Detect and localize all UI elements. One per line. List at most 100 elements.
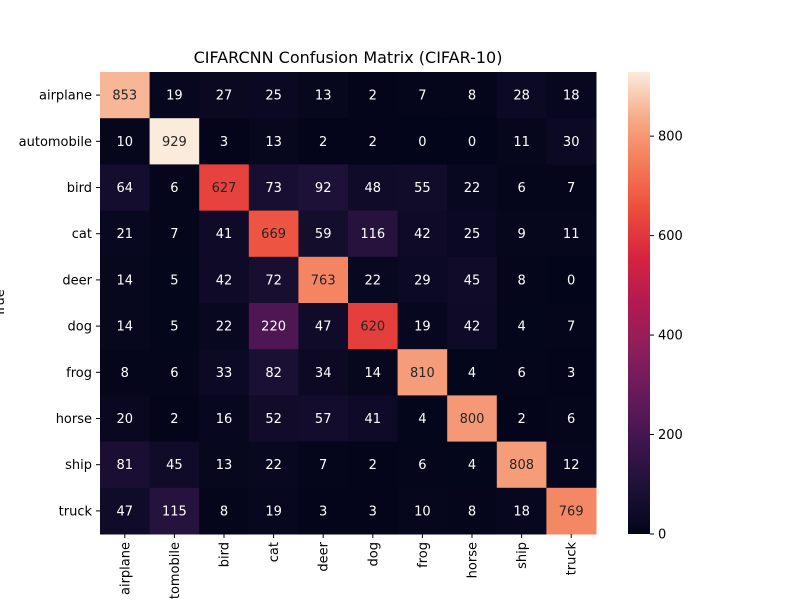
cell-value-label: 45 xyxy=(166,458,183,473)
heatmap-cell xyxy=(298,487,349,535)
heatmap-cell xyxy=(298,303,349,350)
heatmap-cell xyxy=(496,210,547,258)
cell-value-label: 8 xyxy=(468,504,476,519)
cell-value-label: 2 xyxy=(369,89,377,104)
cell-value-label: 14 xyxy=(365,366,382,381)
cell-value-label: 4 xyxy=(517,320,525,335)
heatmap-cell xyxy=(149,118,200,165)
heatmap-cell xyxy=(447,210,498,258)
cell-value-label: 6 xyxy=(418,458,426,473)
heatmap-cell xyxy=(397,349,448,396)
heatmap-cell xyxy=(397,164,448,212)
cell-value-label: 33 xyxy=(216,366,233,381)
cell-value-label: 42 xyxy=(464,320,481,335)
cell-value-label: 64 xyxy=(117,181,134,196)
cell-value-label: 810 xyxy=(410,366,435,381)
heatmap-cell xyxy=(248,164,299,212)
y-tick-label: deer xyxy=(62,273,92,288)
heatmap-cell xyxy=(199,487,250,535)
cell-value-label: 10 xyxy=(414,504,431,519)
cell-value-label: 25 xyxy=(265,89,282,104)
heatmap-cell xyxy=(397,72,448,119)
heatmap-cell xyxy=(149,395,200,443)
cell-value-label: 52 xyxy=(265,412,282,427)
cell-value-label: 47 xyxy=(117,504,134,519)
x-tick-label: frog xyxy=(416,542,431,568)
x-tick-label: dog xyxy=(366,542,381,566)
heatmap-cell xyxy=(199,118,250,165)
heatmap-cell xyxy=(149,303,200,350)
heatmap-cell xyxy=(496,487,547,535)
heatmap-cell xyxy=(546,210,597,258)
heatmap-cell xyxy=(298,256,349,304)
colorbar-tick-label: 0 xyxy=(658,528,666,543)
heatmap-cell xyxy=(348,72,399,119)
cell-value-label: 6 xyxy=(170,366,178,381)
heatmap-cell xyxy=(100,72,151,119)
heatmap-cell xyxy=(546,303,597,350)
heatmap-cell xyxy=(100,256,151,304)
cell-value-label: 2 xyxy=(517,412,525,427)
cell-value-label: 6 xyxy=(567,412,575,427)
heatmap-cell xyxy=(298,441,349,489)
heatmap-cell xyxy=(496,164,547,212)
colorbar-tick-label: 400 xyxy=(658,329,683,344)
heatmap-cell xyxy=(248,395,299,443)
heatmap-cell xyxy=(447,303,498,350)
heatmap-cell xyxy=(546,164,597,212)
cell-value-label: 13 xyxy=(265,135,282,150)
cell-value-label: 21 xyxy=(117,227,134,242)
heatmap-cell xyxy=(348,164,399,212)
heatmap-cell xyxy=(149,487,200,535)
heatmap-cell xyxy=(447,349,498,396)
x-tick-label: bird xyxy=(218,542,233,567)
heatmap-cell xyxy=(397,395,448,443)
cell-value-label: 4 xyxy=(468,366,476,381)
heatmap-cell xyxy=(348,487,399,535)
heatmap-cell xyxy=(397,118,448,165)
x-tick-label: automobile xyxy=(168,542,183,600)
heatmap-cell xyxy=(248,487,299,535)
cell-value-label: 8 xyxy=(468,89,476,104)
cell-value-label: 29 xyxy=(414,273,431,288)
cell-value-label: 0 xyxy=(567,273,575,288)
cell-value-label: 0 xyxy=(468,135,476,150)
heatmap-cell xyxy=(199,72,250,119)
heatmap-cell xyxy=(447,256,498,304)
cell-value-label: 18 xyxy=(513,504,530,519)
heatmap-cell xyxy=(348,210,399,258)
heatmap-cell xyxy=(248,441,299,489)
heatmap-cell xyxy=(100,349,151,396)
heatmap-cell xyxy=(447,487,498,535)
heatmap-cell xyxy=(199,210,250,258)
cell-value-label: 14 xyxy=(117,320,134,335)
cell-value-label: 6 xyxy=(170,181,178,196)
cell-value-label: 7 xyxy=(319,458,327,473)
heatmap-cell xyxy=(546,256,597,304)
cell-value-label: 11 xyxy=(513,135,530,150)
colorbar: 0 200 400 600 800 xyxy=(628,72,683,543)
x-tick-labels: airplane automobile bird cat deer dog frog hors… xyxy=(118,534,580,600)
heatmap-cell xyxy=(199,303,250,350)
heatmap-cell xyxy=(546,118,597,165)
heatmap-cell xyxy=(199,164,250,212)
heatmap-cell xyxy=(199,395,250,443)
cell-value-label: 4 xyxy=(468,458,476,473)
cell-value-label: 22 xyxy=(464,181,481,196)
y-tick-label: bird xyxy=(67,181,92,196)
heatmap-cell xyxy=(248,349,299,396)
heatmap-cell xyxy=(298,349,349,396)
heatmap-cell xyxy=(546,72,597,119)
heatmap-cell xyxy=(496,349,547,396)
heatmap-cell xyxy=(248,72,299,119)
colorbar-tick-label: 600 xyxy=(658,229,683,244)
heatmap-cell xyxy=(447,118,498,165)
cell-value-label: 12 xyxy=(563,458,580,473)
heatmap-cell xyxy=(298,72,349,119)
heatmap-cell xyxy=(496,441,547,489)
heatmap-cell xyxy=(546,487,597,535)
heatmap-cell xyxy=(496,256,547,304)
cell-value-label: 11 xyxy=(563,227,580,242)
cell-value-label: 0 xyxy=(418,135,426,150)
cell-value-label: 10 xyxy=(117,135,134,150)
